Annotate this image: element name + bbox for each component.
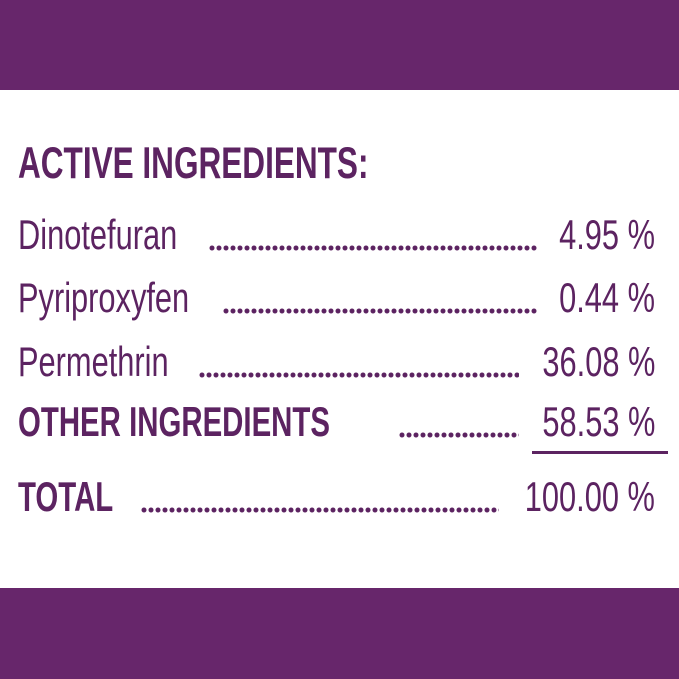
dot-leader <box>208 245 539 251</box>
ingredient-name: OTHER INGREDIENTS <box>18 398 330 446</box>
active-ingredients-heading: ACTIVE INGREDIENTS: <box>18 138 369 189</box>
total-percentage: 100.00 % <box>524 473 655 521</box>
ingredient-percentage: 0.44 % <box>559 274 655 322</box>
ingredient-name: Permethrin <box>18 338 169 386</box>
ingredient-percentage: 4.95 % <box>559 211 655 259</box>
dot-leader <box>141 507 500 513</box>
total-row: TOTAL 100.00 % <box>18 476 655 518</box>
dot-leader <box>199 372 519 378</box>
top-purple-band <box>0 0 679 90</box>
dot-leader <box>222 308 539 314</box>
ingredient-percentage: 58.53 % <box>541 398 655 446</box>
bottom-purple-band <box>0 588 679 679</box>
dot-leader <box>399 432 519 438</box>
ingredient-name: Pyriproxyfen <box>18 274 190 322</box>
ingredient-name: Dinotefuran <box>18 211 178 259</box>
ingredient-row-pyriproxyfen: Pyriproxyfen 0.44 % <box>18 277 655 319</box>
ingredient-row-permethrin: Permethrin 36.08 % <box>18 341 655 383</box>
total-label: TOTAL <box>18 473 114 521</box>
other-ingredients-row: OTHER INGREDIENTS 58.53 % <box>18 401 655 443</box>
ingredient-row-dinotefuran: Dinotefuran 4.95 % <box>18 214 655 256</box>
ingredient-percentage: 36.08 % <box>541 338 655 386</box>
sum-rule-line <box>532 451 668 454</box>
